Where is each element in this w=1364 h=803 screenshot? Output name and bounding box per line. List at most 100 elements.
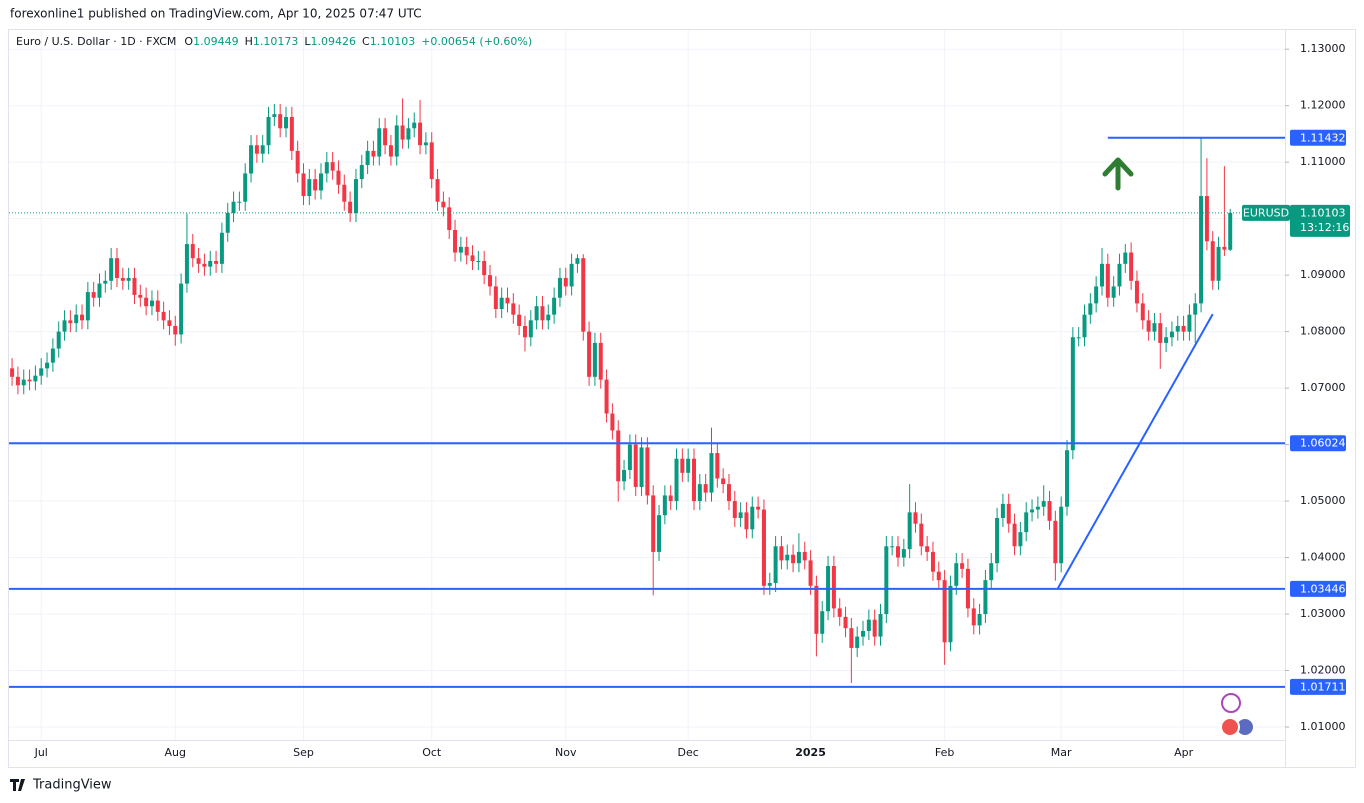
icon (1221, 693, 1241, 713)
candle-body (820, 611, 825, 634)
candle-body (470, 255, 475, 262)
candle-body (249, 145, 254, 174)
candle-body (68, 320, 73, 324)
candle-body (225, 213, 230, 233)
candle-body (196, 258, 201, 264)
y-tick-label: 1.12000 (1300, 99, 1346, 112)
candle-body (1105, 263, 1110, 298)
candle-body (878, 614, 883, 637)
icon (1220, 717, 1240, 737)
candle-body (388, 145, 393, 157)
candle-body (56, 331, 61, 349)
y-tick-label: 1.03000 (1300, 607, 1346, 620)
candle-body (126, 277, 131, 281)
candle-body (954, 563, 959, 586)
candle-body (499, 297, 504, 310)
candle-body (348, 201, 353, 214)
candle-body (1123, 252, 1128, 264)
symbol-label: EURUSD (1243, 206, 1289, 219)
candle-body (1129, 252, 1134, 281)
candle-body (418, 122, 423, 146)
x-tick-label: Sep (293, 746, 314, 759)
candle-body (604, 379, 609, 414)
candle-body (1088, 303, 1093, 315)
candle-body (231, 201, 236, 214)
candle-body (429, 142, 434, 180)
legend-title: Euro / U.S. Dollar · 1D · FXCM (16, 35, 176, 48)
y-tick-label: 1.07000 (1300, 381, 1346, 394)
x-tick-label: Feb (935, 746, 954, 759)
level-label: 1.06024 (1300, 437, 1346, 450)
x-tick-label: Mar (1051, 746, 1072, 759)
candle-body (272, 114, 277, 117)
candle-body (1035, 506, 1040, 510)
x-tick-label: Apr (1174, 746, 1194, 759)
candle-body (219, 232, 224, 264)
candle-body (1228, 212, 1233, 250)
candle-body (1152, 323, 1157, 332)
candle-body (1169, 331, 1174, 338)
candle-body (132, 277, 137, 295)
candle-body (74, 314, 79, 324)
candle-body (120, 277, 125, 281)
candle-body (1099, 263, 1104, 287)
candle-body (423, 142, 428, 146)
candle-body (21, 379, 26, 386)
candle-body (103, 280, 108, 284)
candle-body (394, 125, 399, 157)
candle-body (662, 495, 667, 516)
candle-body (1181, 325, 1186, 332)
candle-body (1041, 501, 1046, 507)
candle-body (989, 563, 994, 581)
candle-body (138, 294, 143, 298)
candle-body (50, 348, 55, 363)
candle-body (353, 179, 358, 214)
candle-body (1094, 286, 1099, 304)
candle-body (342, 184, 347, 202)
candle-body (313, 179, 318, 191)
candle-body (383, 128, 388, 146)
candle-body (1000, 503, 1005, 519)
candle-body (1082, 314, 1087, 338)
candle-body (936, 571, 941, 581)
legend: Euro / U.S. Dollar · 1D · FXCM O1.09449 H1… (16, 35, 532, 48)
candle-body (872, 619, 877, 637)
candle-body (610, 413, 615, 431)
ohlc-value: 1.09426 (311, 35, 357, 48)
candle-body (1216, 246, 1221, 281)
candle-body (773, 546, 778, 583)
candle-body (441, 201, 446, 208)
x-tick-label: Aug (165, 746, 186, 759)
candle-body (1175, 325, 1180, 332)
countdown: 13:12:16 (1300, 221, 1349, 234)
candle-body (960, 563, 965, 569)
candle-body (983, 580, 988, 615)
candle-body (237, 201, 242, 203)
ohlc-label: O (184, 35, 193, 48)
candle-body (849, 628, 854, 648)
candle-body (779, 546, 784, 561)
candle-body (1117, 263, 1122, 287)
candle-body (721, 478, 726, 485)
y-tick-label: 1.01000 (1300, 720, 1346, 733)
y-tick-label: 1.04000 (1300, 551, 1346, 564)
candle-body (173, 325, 178, 335)
candle-body (1187, 314, 1192, 332)
candle-body (289, 116, 294, 151)
candle-body (336, 170, 341, 185)
candle-body (557, 277, 562, 298)
symbol-box (1242, 204, 1290, 221)
level-box (1290, 580, 1346, 597)
up-arrow (1102, 157, 1134, 191)
candle-body (511, 303, 516, 315)
candle-body (895, 546, 900, 558)
candle-body (861, 630, 866, 637)
candle-body (149, 300, 154, 307)
candle-body (161, 311, 166, 321)
candle-body (884, 546, 889, 615)
candle-body (45, 362, 50, 369)
candle-body (1006, 503, 1011, 524)
